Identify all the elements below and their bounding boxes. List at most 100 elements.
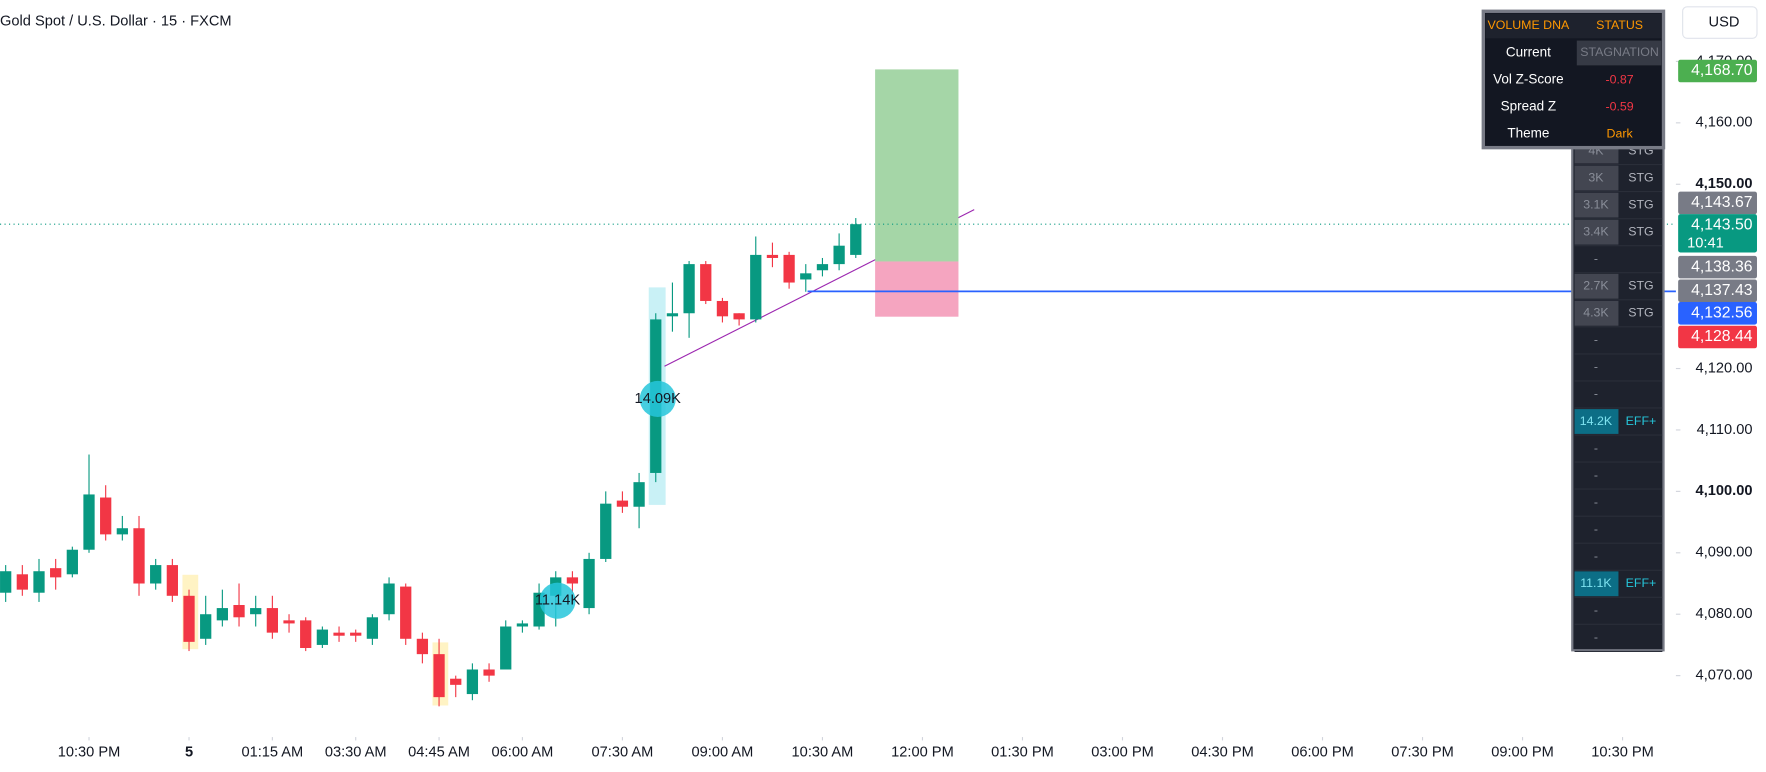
x-tick-label: 03:00 PM (1091, 745, 1154, 761)
candle-body (200, 614, 212, 639)
y-tick-label: 4,150.00 (1696, 176, 1753, 192)
status-cell (1576, 40, 1662, 66)
volume-cell (1574, 165, 1619, 191)
candle-body (466, 669, 479, 695)
status-row-value: -0.87 (1605, 72, 1633, 86)
candle-body (683, 264, 695, 314)
price-tag-time: 10:41 (1687, 235, 1724, 251)
volume-bubble (539, 582, 576, 619)
candle-body (800, 273, 812, 280)
candle-body (350, 632, 362, 636)
candle-body (583, 558, 595, 609)
candle-body (533, 592, 545, 627)
volume-status: EFF+ (1626, 576, 1657, 590)
status-row-label: Vol Z-Score (1493, 72, 1564, 87)
candle-body (416, 638, 429, 655)
candle-body (500, 626, 512, 670)
x-tick-label: 04:30 PM (1191, 745, 1254, 761)
x-tick-label: 09:00 AM (692, 745, 754, 761)
price-tag-label: 4,128.44 (1691, 328, 1753, 345)
status-row-value: Dark (1607, 126, 1634, 140)
target-zone (875, 69, 959, 262)
volume-value: 11.1K (1580, 576, 1612, 590)
candle-body (216, 608, 228, 621)
bubble-label: 11.14K (535, 593, 580, 609)
price-tag-label: 4,143.67 (1691, 194, 1752, 211)
x-tick-label: 03:30 AM (325, 745, 387, 761)
y-tick-label: 4,070.00 (1696, 668, 1753, 684)
volume-value: - (1594, 603, 1598, 617)
price-tag (1678, 191, 1757, 215)
status-row-label: Spread Z (1501, 99, 1557, 114)
x-tick-label: 01:15 AM (241, 745, 303, 761)
volume-status: EFF+ (1626, 414, 1657, 428)
candle-body (150, 565, 162, 584)
chart-title: Gold Spot / U.S. Dollar · 15 · FXCM (0, 13, 232, 29)
candle-body (766, 254, 779, 258)
x-tick-label: 07:30 PM (1391, 745, 1454, 761)
status-row-label: Theme (1507, 126, 1549, 141)
volume-value: - (1594, 251, 1598, 265)
x-tick-label: 10:30 AM (792, 745, 854, 761)
candle-body (0, 571, 12, 593)
x-tick-label: 5 (185, 745, 193, 761)
x-tick-label: 10:30 PM (1591, 745, 1654, 761)
candle-body (50, 568, 62, 578)
candle-body (483, 669, 495, 676)
candle-body (366, 617, 379, 639)
candle-body (100, 497, 112, 535)
candle-body (283, 620, 295, 624)
x-tick-label: 07:30 AM (592, 745, 654, 761)
currency-button[interactable] (1682, 6, 1758, 39)
candle-body (333, 632, 345, 636)
x-tick-label: 06:00 PM (1291, 745, 1354, 761)
candle-body (516, 623, 529, 627)
volume-value: 2.7K (1583, 279, 1609, 293)
x-tick-label: 09:00 PM (1491, 745, 1554, 761)
x-tick-label: 10:30 PM (58, 745, 121, 761)
volume-cell (1574, 273, 1619, 299)
price-tag-label: 4,132.56 (1691, 304, 1753, 321)
candle-body (316, 629, 329, 645)
volume-bubble (639, 380, 676, 417)
price-tag-label: 4,138.36 (1691, 258, 1753, 275)
volume-status: STG (1628, 170, 1653, 184)
volume-value: 14.2K (1580, 414, 1613, 428)
volume-value: - (1594, 333, 1598, 347)
y-tick-label: 4,120.00 (1696, 360, 1753, 376)
candle-body (450, 678, 462, 685)
volume-value: - (1594, 441, 1598, 455)
volume-value: 4.3K (1583, 306, 1609, 320)
status-row-label: Current (1506, 45, 1551, 60)
volume-value: 3.4K (1583, 224, 1609, 238)
volume-cell (1574, 219, 1619, 245)
candle-body (783, 254, 795, 283)
price-tag (1678, 279, 1757, 303)
y-tick-label: 4,080.00 (1696, 606, 1753, 622)
candle-body (566, 577, 579, 584)
stop-zone (875, 261, 959, 317)
candle-body (383, 583, 395, 615)
candle-body (116, 528, 128, 535)
price-tag-label: 4,137.43 (1691, 282, 1753, 299)
volume-value: - (1594, 495, 1598, 509)
x-tick-label: 12:00 PM (891, 745, 954, 761)
candle-body (133, 528, 145, 584)
volume-value: - (1594, 387, 1598, 401)
bubble-label: 14.09K (635, 391, 682, 407)
x-tick-label: 06:00 AM (492, 745, 554, 761)
status-row-value: STAGNATION (1580, 45, 1659, 59)
candle-body (33, 571, 45, 593)
volume-value: - (1594, 630, 1598, 644)
plot: 14.09K 11.14K (0, 69, 1676, 707)
price-tag-label: 4,143.50 (1691, 217, 1753, 234)
candle-body (433, 654, 445, 698)
volume-value: - (1594, 522, 1598, 536)
candle-body (233, 605, 245, 618)
price-tag-label: 4,168.70 (1691, 62, 1753, 79)
volume-value: 3.1K (1583, 197, 1609, 211)
volume-value: - (1594, 360, 1598, 374)
currency-label: USD (1709, 14, 1740, 30)
